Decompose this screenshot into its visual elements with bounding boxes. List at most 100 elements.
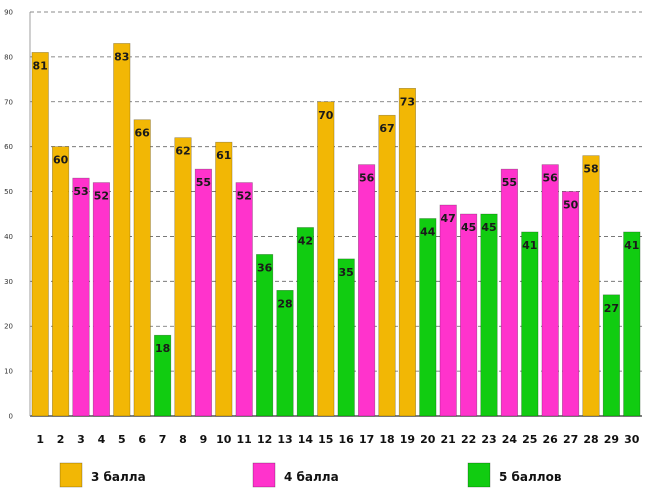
data-label: 28 — [277, 297, 292, 310]
data-label: 55 — [502, 176, 517, 189]
data-label: 42 — [298, 234, 313, 247]
x-tick-label: 20 — [420, 433, 436, 446]
bar — [72, 177, 90, 417]
y-tick-label: 60 — [4, 143, 13, 151]
x-tick-label: 2 — [57, 433, 65, 446]
legend-swatch — [467, 462, 491, 488]
legend-label: 3 балла — [91, 470, 146, 484]
bar — [541, 164, 559, 417]
data-label: 56 — [359, 172, 375, 185]
data-label: 35 — [339, 266, 354, 279]
data-label: 73 — [400, 95, 415, 108]
data-label: 27 — [604, 302, 619, 315]
legend-item: 5 баллов — [467, 462, 562, 488]
x-tick-label: 5 — [118, 433, 126, 446]
data-label: 41 — [522, 239, 537, 252]
bar — [460, 213, 478, 417]
bar — [317, 101, 335, 417]
data-label: 18 — [155, 342, 170, 355]
x-tick-label: 19 — [400, 433, 415, 446]
bar — [133, 119, 151, 417]
bar — [52, 146, 70, 417]
bar — [623, 231, 641, 417]
x-tick-label: 14 — [298, 433, 314, 446]
data-label: 52 — [94, 190, 109, 203]
bar — [276, 290, 294, 417]
x-tick-label: 17 — [359, 433, 374, 446]
legend: 3 балла 4 балла 5 баллов — [59, 462, 562, 488]
data-label: 45 — [461, 221, 476, 234]
legend-swatch — [252, 462, 276, 488]
x-tick-label: 28 — [583, 433, 598, 446]
x-tick-label: 23 — [481, 433, 496, 446]
y-tick-label: 50 — [4, 188, 13, 196]
x-tick-label: 18 — [379, 433, 394, 446]
x-tick-label: 4 — [98, 433, 106, 446]
x-tick-label: 12 — [257, 433, 272, 446]
y-tick-label: 10 — [4, 368, 13, 376]
data-label: 70 — [318, 109, 334, 122]
bar — [194, 168, 212, 417]
legend-item: 3 балла — [59, 462, 146, 488]
bar — [235, 182, 253, 417]
bar — [439, 204, 457, 417]
y-tick-label: 0 — [9, 413, 13, 421]
data-label: 36 — [257, 261, 273, 274]
y-tick-label: 90 — [4, 9, 13, 17]
x-tick-label: 29 — [604, 433, 619, 446]
data-label: 66 — [135, 127, 151, 140]
bar — [398, 88, 416, 417]
data-label: 53 — [73, 185, 88, 198]
y-tick-label: 80 — [4, 53, 13, 61]
x-tick-label: 1 — [36, 433, 44, 446]
bar — [154, 334, 172, 417]
bar — [602, 294, 620, 417]
bar — [378, 114, 396, 417]
bar — [174, 137, 192, 417]
x-tick-label: 30 — [624, 433, 640, 446]
data-label: 55 — [196, 176, 211, 189]
data-labels: 81 60 53 52 83 66 18 62 55 61 52 36 28 42 70 35 56 67 73 44… — [33, 50, 640, 355]
x-tick-label: 22 — [461, 433, 476, 446]
x-tick-label: 7 — [159, 433, 167, 446]
bar — [92, 182, 110, 417]
bar — [480, 213, 498, 417]
x-axis-ticks: 1 2 3 4 5 6 7 8 9 10 11 12 13 14 15 16 17 18 19 20 21 22 23 24 2… — [36, 433, 639, 446]
bar — [358, 164, 376, 417]
y-tick-label: 70 — [4, 98, 13, 106]
x-tick-label: 21 — [441, 433, 456, 446]
y-tick-label: 30 — [4, 278, 13, 286]
gridlines — [29, 11, 642, 417]
x-tick-label: 16 — [339, 433, 355, 446]
data-label: 60 — [53, 154, 69, 167]
bar — [500, 168, 518, 417]
y-tick-label: 20 — [4, 323, 13, 331]
bar — [296, 227, 314, 417]
x-tick-label: 26 — [543, 433, 559, 446]
bar — [256, 254, 274, 417]
bar — [582, 155, 600, 417]
x-tick-label: 11 — [237, 433, 252, 446]
bar — [215, 141, 233, 417]
data-label: 41 — [624, 239, 639, 252]
data-label: 47 — [441, 212, 456, 225]
data-label: 67 — [379, 122, 394, 135]
legend-item: 4 балла — [252, 462, 339, 488]
data-label: 83 — [114, 50, 129, 63]
x-tick-label: 6 — [138, 433, 146, 446]
data-label: 81 — [33, 59, 48, 72]
data-label: 50 — [563, 199, 579, 212]
bar — [337, 258, 355, 417]
legend-label: 5 баллов — [499, 470, 562, 484]
bar — [562, 191, 580, 417]
data-label: 52 — [237, 190, 252, 203]
data-label: 62 — [175, 145, 190, 158]
bar — [521, 231, 539, 417]
legend-label: 4 балла — [284, 470, 339, 484]
data-label: 45 — [481, 221, 496, 234]
x-tick-label: 8 — [179, 433, 187, 446]
y-axis-ticks: 0 10 20 30 40 50 60 70 80 90 — [4, 9, 13, 421]
y-tick-label: 40 — [4, 233, 13, 241]
